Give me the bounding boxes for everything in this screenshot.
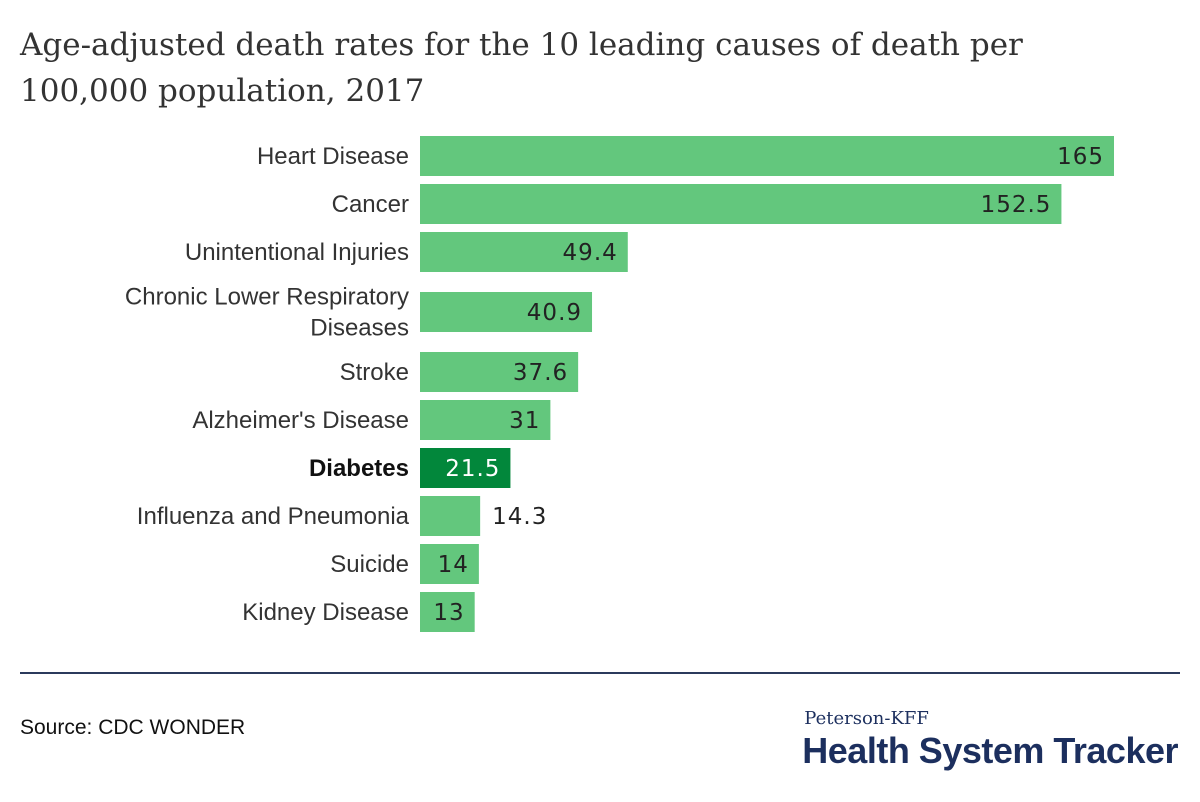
brand-logo-top: Peterson-KFF (804, 708, 929, 729)
category-label: Diabetes (309, 455, 409, 482)
source-note: Source: CDC WONDER (20, 716, 246, 739)
value-label: 49.4 (563, 240, 618, 266)
bar-stroke (420, 352, 579, 392)
category-label: Suicide (330, 551, 409, 578)
brand-logo: Peterson-KFF Health System Tracker (802, 708, 1178, 772)
footer-divider (20, 672, 1180, 674)
brand-logo-main: Health System Tracker (802, 730, 1178, 771)
category-label: Stroke (340, 359, 409, 386)
value-label: 21.5 (445, 456, 500, 482)
bar-suicide (420, 544, 479, 584)
bar-chart: Heart Disease 165 Cancer 152.5 Unintentional… (125, 136, 1114, 632)
bar-cancer (420, 184, 1062, 224)
value-label: 37.6 (513, 360, 568, 386)
category-label: Heart Disease (257, 143, 409, 170)
bar-alzheimer-s-disease (420, 400, 551, 440)
chart-title: Age-adjusted death rates for the 10 lead… (20, 27, 1023, 109)
category-label: Chronic Lower Respiratory Diseases (125, 284, 409, 342)
bar-diabetes (420, 448, 511, 488)
category-label: Influenza and Pneumonia (137, 503, 410, 530)
value-label: 14.3 (492, 504, 547, 530)
value-label: 31 (509, 408, 540, 434)
category-label: Alzheimer's Disease (192, 407, 409, 434)
value-label: 13 (433, 600, 464, 626)
category-label: Kidney Disease (242, 599, 409, 626)
category-label: Cancer (332, 191, 409, 218)
value-label: 165 (1057, 144, 1104, 170)
value-label: 152.5 (981, 192, 1052, 218)
bar-chronic-lower-respiratory-diseases (420, 292, 593, 332)
value-label: 40.9 (527, 300, 582, 326)
value-label: 14 (438, 552, 469, 578)
bar-unintentional-injuries (420, 232, 628, 272)
category-label: Unintentional Injuries (185, 239, 409, 266)
bar-influenza-and-pneumonia (420, 496, 481, 536)
bar-kidney-disease (420, 592, 475, 632)
bar-heart-disease (420, 136, 1114, 176)
